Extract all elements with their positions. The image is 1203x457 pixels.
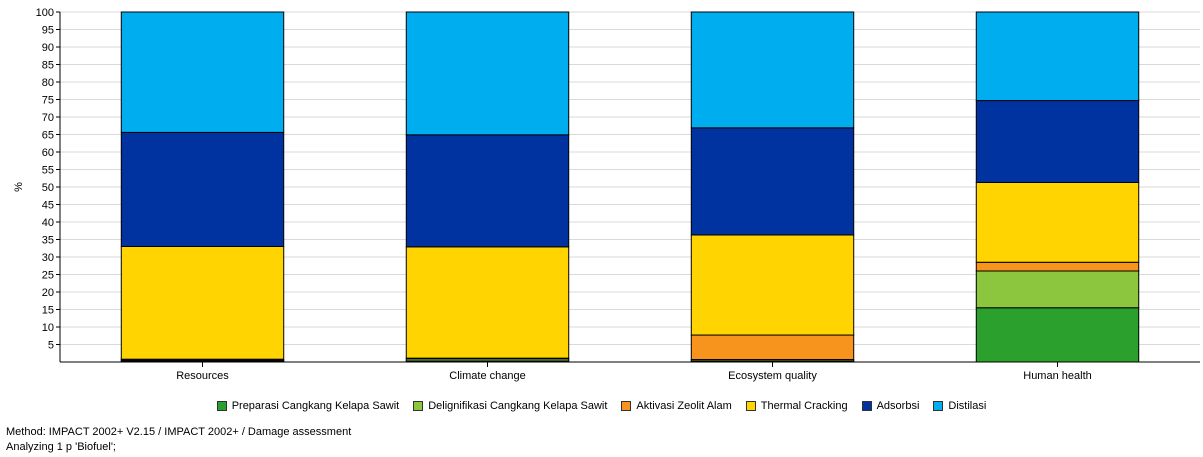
y-tick-label: 80 (42, 77, 54, 89)
y-tick-label: 95 (42, 25, 54, 37)
bar-segment-5 (405, 134, 570, 248)
bar-segment-3 (975, 261, 1140, 272)
legend-swatch (216, 401, 227, 411)
y-tick-label: 100 (36, 7, 54, 19)
y-tick-label: 15 (42, 305, 54, 317)
y-tick-label: 70 (42, 112, 54, 124)
bar-segment-4 (975, 181, 1140, 263)
y-tick-label: 60 (42, 147, 54, 159)
legend-swatch (413, 401, 424, 411)
stacked-bar-chart: 5 10 15 20 25 30 35 40 45 50 55 60 65 70 75 80 85 90 95 100… (13, 7, 1200, 382)
category-label: Human health (1023, 370, 1092, 382)
analyzing-text: Analyzing 1 p 'Biofuel'; (6, 441, 116, 453)
legend-label: Thermal Cracking (760, 400, 848, 412)
legend: Preparasi Cangkang Kelapa Sawit Delignifi… (0, 400, 1203, 412)
legend-item: Thermal Cracking (745, 400, 848, 412)
y-tick-label: 25 (42, 270, 54, 282)
y-axis-label: % (13, 182, 25, 192)
bar-segment-4 (120, 246, 285, 360)
legend-label: Aktivasi Zeolit Alam (636, 400, 732, 412)
y-tick-label: 35 (42, 235, 54, 247)
y-tick-label: 5 (48, 340, 54, 352)
bars (120, 11, 1140, 363)
legend-swatch (745, 401, 756, 411)
category-label: Ecosystem quality (728, 370, 817, 382)
y-tick-label: 85 (42, 60, 54, 72)
legend-swatch (933, 401, 944, 411)
legend-label: Distilasi (948, 400, 987, 412)
category-label: Resources (176, 370, 229, 382)
category-label: Climate change (449, 370, 525, 382)
y-tick-label: 75 (42, 95, 54, 107)
legend-label: Preparasi Cangkang Kelapa Sawit (231, 400, 400, 412)
legend-swatch (861, 401, 872, 411)
legend-item: Distilasi (933, 400, 986, 412)
bar-segment-3 (690, 334, 855, 361)
legend-label: Adsorbsi (876, 400, 920, 412)
bar-segment-5 (975, 100, 1140, 183)
y-tick-label: 55 (42, 165, 54, 177)
method-text: Method: IMPACT 2002+ V2.15 / IMPACT 2002… (6, 426, 352, 438)
y-tick-label: 20 (42, 287, 54, 299)
y-tick-label: 30 (42, 252, 54, 264)
legend-item: Adsorbsi (861, 400, 920, 412)
bar-segment-6 (975, 11, 1140, 102)
bar-segment-6 (120, 11, 285, 133)
y-tick-label: 90 (42, 42, 54, 54)
legend-item: Preparasi Cangkang Kelapa Sawit (216, 400, 400, 412)
y-tick-label: 10 (42, 322, 54, 334)
y-tick-label: 45 (42, 200, 54, 212)
legend-item: Aktivasi Zeolit Alam (621, 400, 732, 412)
bar-segment-6 (405, 11, 570, 136)
bar-segment-4 (690, 234, 855, 336)
bar-segment-5 (120, 131, 285, 247)
y-tick-label: 40 (42, 217, 54, 229)
y-tick-label: 65 (42, 130, 54, 142)
axes: 5 10 15 20 25 30 35 40 45 50 55 60 65 70 75 80 85 90 95 100… (36, 7, 1200, 382)
legend-item: Delignifikasi Cangkang Kelapa Sawit (413, 400, 607, 412)
bar-segment-2 (975, 270, 1140, 309)
bar-segment-4 (405, 246, 570, 359)
legend-swatch (621, 401, 632, 411)
bar-segment-1 (975, 307, 1140, 363)
bar-segment-6 (690, 11, 855, 129)
y-tick-label: 50 (42, 182, 54, 194)
bar-segment-5 (690, 127, 855, 236)
legend-label: Delignifikasi Cangkang Kelapa Sawit (428, 400, 608, 412)
